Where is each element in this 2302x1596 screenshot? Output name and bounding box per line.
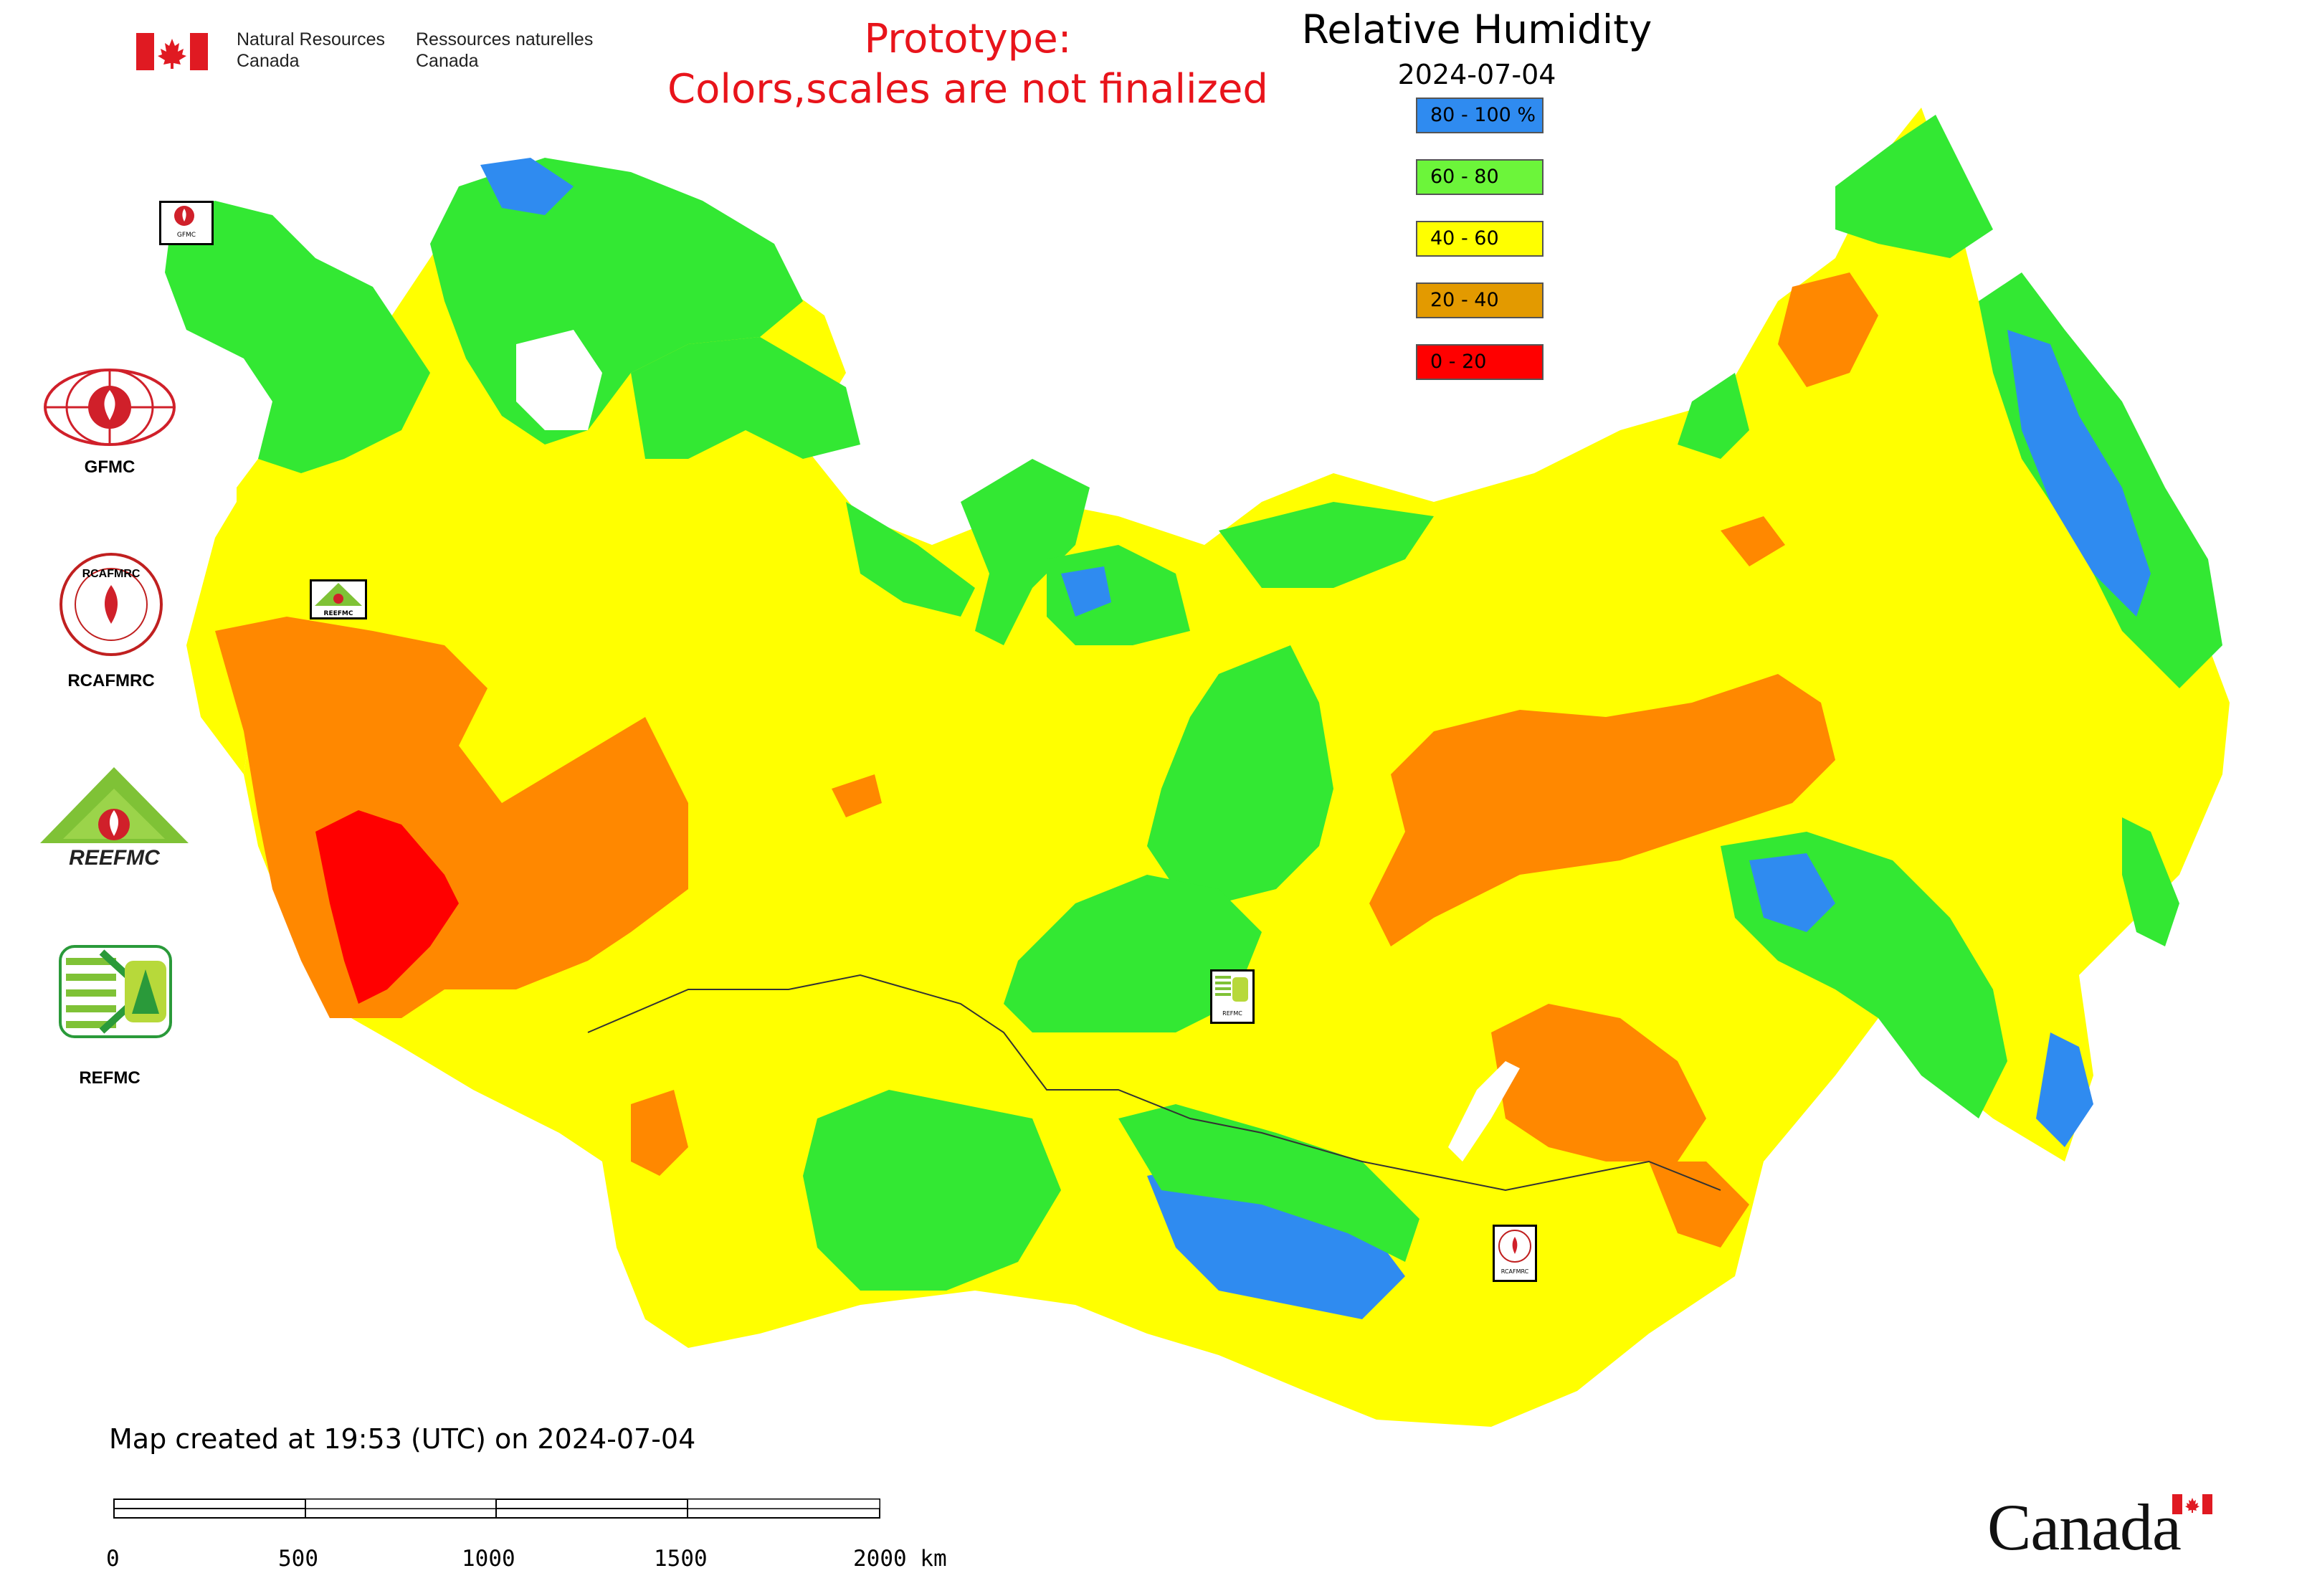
canada-wordmark-text: Canada (1987, 1491, 2182, 1564)
gfmc-label: GFMC (84, 457, 135, 477)
marker-reefmc-label: REEFMC (323, 610, 353, 617)
region-central-siberia-green (1147, 645, 1333, 903)
legend-item-40-60: 40 - 60 (1416, 221, 1544, 257)
marker-gfmc-label: GFMC (176, 232, 196, 239)
marker-rcafmrc-icon (1498, 1230, 1531, 1263)
nrcan-en-line2: Canada (237, 51, 300, 71)
canada-wordmark-flag-icon (2172, 1494, 2212, 1514)
region-yakutia-orange-spot (1721, 516, 1785, 566)
region-sayan-green (1118, 1104, 1419, 1262)
region-karelia-green (631, 337, 860, 459)
rcafmrc-inner-label: RCAFMRC (82, 568, 141, 580)
marker-gfmc-icon (174, 206, 194, 226)
prototype-notice: Prototype: Colors,scales are not finaliz… (645, 14, 1290, 115)
rcafmrc-label: RCAFMRC (67, 671, 155, 690)
legend-label: 40 - 60 (1430, 227, 1499, 250)
map-title: Relative Humidity (1301, 6, 1652, 52)
gfmc-logo-icon (44, 369, 176, 446)
canada-flag-icon (136, 33, 208, 70)
region-volga-red (315, 810, 459, 1004)
region-transbaikal-orange (1491, 1004, 1706, 1162)
region-chukotka-green (1835, 115, 1993, 258)
legend-label: 60 - 80 (1430, 166, 1499, 188)
region-sayan-blue (1147, 1162, 1405, 1319)
nrcan-fr-line1: Ressources naturelles (416, 29, 594, 49)
region-okhotsk-green (1678, 373, 1749, 459)
region-arkhangelsk-green (846, 502, 975, 617)
border-lines (587, 974, 1721, 1192)
region-amur-blue (1749, 853, 1835, 932)
water-white-sea (516, 330, 602, 430)
canada-wordmark: Canada (1987, 1491, 2224, 1563)
scale-tick: 500 (278, 1546, 318, 1572)
scale-tick: 1500 (654, 1546, 708, 1572)
region-primorye-blue (2036, 1032, 2093, 1147)
marker-reefmc-icon (315, 583, 362, 606)
nrcan-en-line1: Natural Resources (237, 29, 386, 49)
reefmc-logo-icon (40, 767, 189, 843)
region-kola-blue (480, 158, 574, 215)
map-marker-rcafmrc[interactable]: RCAFMRC (1493, 1225, 1537, 1282)
scale-bar-graphic (113, 1498, 880, 1519)
legend-item-60-80: 60 - 80 (1416, 159, 1544, 195)
refmc-logo-icon (59, 945, 172, 1038)
scale-tick: 0 (106, 1546, 120, 1572)
region-novaya-zemlya (961, 459, 1090, 645)
region-altai-green (803, 1090, 1061, 1291)
legend-item-80-100: 80 - 100 % (1416, 98, 1544, 133)
map-created-note: Map created at 19:53 (UTC) on 2024-07-04 (109, 1423, 696, 1455)
legend-label: 80 - 100 % (1430, 104, 1536, 126)
scale-bar: 0 500 1000 1500 2000 km (100, 1498, 975, 1577)
prototype-line1: Prototype: (864, 16, 1072, 62)
region-scandinavia-green (165, 201, 430, 473)
marker-refmc-icon (1215, 976, 1248, 1002)
reefmc-label: REEFMC (69, 846, 160, 870)
region-caspian-orange (631, 1090, 688, 1176)
region-taymyr-green (1219, 502, 1434, 588)
rcafmrc-logo-icon (60, 553, 163, 656)
map-marker-reefmc[interactable]: REEFMC (310, 579, 367, 619)
nrcan-fr-line2: Canada (416, 51, 479, 71)
scale-tick: 2000 km (853, 1546, 947, 1572)
refmc-label: REFMC (79, 1068, 141, 1088)
legend-label: 20 - 40 (1430, 289, 1499, 311)
map-marker-gfmc[interactable]: GFMC (159, 201, 214, 245)
legend-item-20-40: 20 - 40 (1416, 282, 1544, 318)
nrcan-signature: Natural Resources Canada Ressources natu… (136, 29, 609, 72)
prototype-line2: Colors,scales are not finalized (667, 66, 1268, 113)
legend-label: 0 - 20 (1430, 351, 1487, 373)
map-marker-refmc[interactable]: REFMC (1210, 969, 1255, 1024)
legend-item-0-20: 0 - 20 (1416, 344, 1544, 380)
region-sakhalin-green (2122, 817, 2179, 946)
region-west-siberia-green (1004, 875, 1262, 1032)
region-east-siberia-orange (1369, 674, 1835, 946)
region-kamchatka-blue (2007, 330, 2151, 617)
scale-tick: 1000 (462, 1546, 515, 1572)
region-central-orange-spot (832, 774, 882, 817)
region-amur-orange (1649, 1162, 1749, 1248)
marker-rcafmrc-label: RCAFMRC (1500, 1268, 1529, 1275)
marker-refmc-label: REFMC (1222, 1010, 1242, 1017)
region-yamal-blue (1061, 566, 1111, 617)
map-date: 2024-07-04 (1397, 59, 1556, 90)
water-baikal (1448, 1061, 1520, 1162)
region-magadan-orange (1778, 272, 1878, 387)
